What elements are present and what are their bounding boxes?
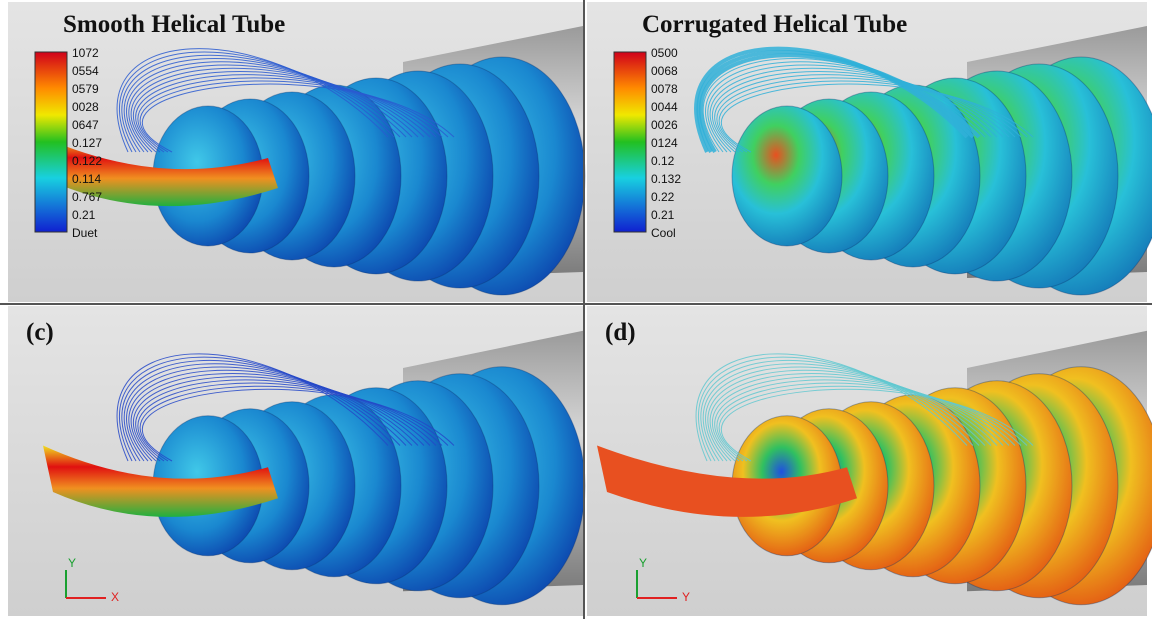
panels: Smooth Helical Tube 1072 0554 0579 0028 0647 0…: [0, 0, 1152, 619]
color-bar-label: 0.114: [72, 172, 101, 186]
color-bar-label: 0.127: [72, 136, 102, 150]
color-bar-label: Cool: [651, 226, 676, 240]
color-bar-label: 1072: [72, 46, 99, 60]
color-bar-label: Duet: [72, 226, 98, 240]
color-bar-label: 0579: [72, 82, 99, 96]
panel-title: (d): [605, 319, 636, 346]
color-bar-label: 0124: [651, 136, 678, 150]
color-bar-label: 0078: [651, 82, 678, 96]
color-bar-label: 0068: [651, 64, 678, 78]
coil-turn: [732, 106, 842, 246]
axis-label: X: [111, 590, 119, 604]
color-bar-label: 0.122: [72, 154, 102, 168]
panel-title: Smooth Helical Tube: [63, 11, 285, 38]
axis-label: Y: [68, 556, 76, 570]
color-bar-label: 0500: [651, 46, 678, 60]
panel: Corrugated Helical Tube 0500 0068 0078 0044 0…: [587, 2, 1152, 302]
color-bar-label: 0.22: [651, 190, 675, 204]
color-bar-label: 0044: [651, 100, 678, 114]
color-bar-label: 0.21: [72, 208, 96, 222]
figure: Smooth Helical Tube 1072 0554 0579 0028 0647 0…: [0, 0, 1152, 619]
color-bar-label: 0028: [72, 100, 99, 114]
color-bar: [35, 52, 67, 232]
panel: Smooth Helical Tube 1072 0554 0579 0028 0647 0…: [8, 2, 585, 302]
color-bar: [614, 52, 646, 232]
color-bar-label: 0.132: [651, 172, 681, 186]
color-bar-label: 0.12: [651, 154, 675, 168]
panel-title: (c): [26, 319, 54, 346]
color-bar-label: 0647: [72, 118, 99, 132]
panel: (c) Y X: [8, 306, 585, 616]
color-bar-label: 0026: [651, 118, 678, 132]
color-bar-label: 0.21: [651, 208, 675, 222]
axis-label: Y: [682, 590, 690, 604]
color-bar-label: 0554: [72, 64, 99, 78]
color-bar-label: 0.767: [72, 190, 102, 204]
panel: (d) Y Y: [587, 306, 1152, 616]
panel-title: Corrugated Helical Tube: [642, 11, 907, 38]
axis-label: Y: [639, 556, 647, 570]
